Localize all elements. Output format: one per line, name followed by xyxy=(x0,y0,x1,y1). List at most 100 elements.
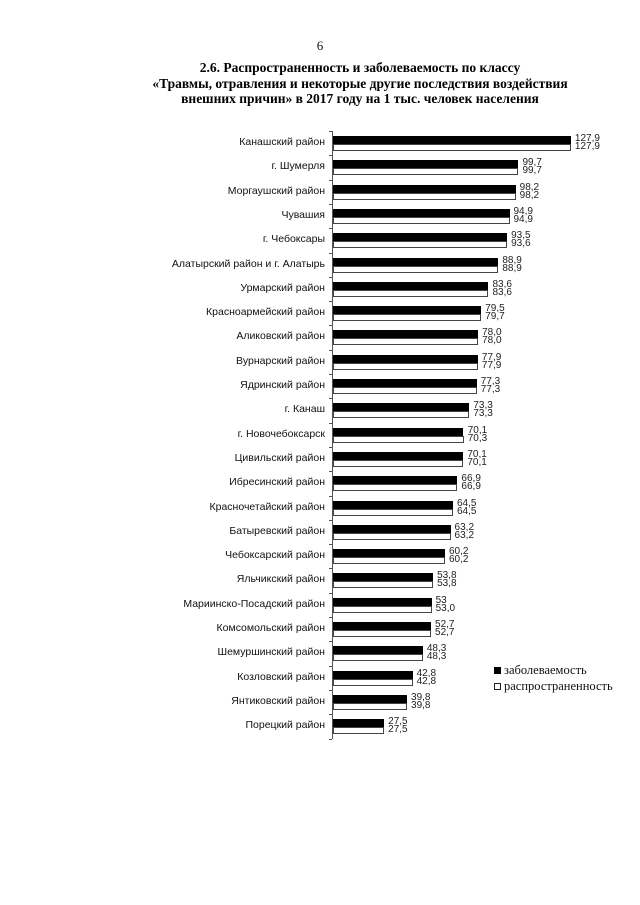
chart-row: Аликовский район 78,0 78,0 xyxy=(0,325,640,349)
value-label-prevalence: 70,3 xyxy=(467,432,488,444)
bar-incidence xyxy=(333,451,464,460)
category-label: Мариинско-Посадский район xyxy=(183,597,325,610)
chart-row: г. Шумерля 99,7 99,7 xyxy=(0,155,640,179)
axis-tick xyxy=(329,519,332,521)
bar-incidence xyxy=(333,573,434,582)
value-label-prevalence: 42,8 xyxy=(416,675,437,687)
axis-tick xyxy=(329,617,332,618)
bar-incidence xyxy=(333,379,477,387)
category-label: Урмарский район xyxy=(240,281,325,294)
axis-tick xyxy=(329,568,332,570)
value-label-prevalence: 83,6 xyxy=(492,286,512,298)
category-label: Красноармейский район xyxy=(206,306,325,319)
category-label: Чебоксарский район xyxy=(225,549,325,562)
value-label-incidence: 77,9 xyxy=(481,351,502,363)
bar-incidence xyxy=(333,136,571,144)
bar-incidence xyxy=(333,330,479,339)
value-label-incidence: 70,1 xyxy=(467,448,487,460)
value-label-prevalence: 60,2 xyxy=(448,554,469,566)
category-label: Порецкий район xyxy=(245,719,325,732)
axis-tick xyxy=(329,592,332,594)
value-label-prevalence: 39,8 xyxy=(411,699,431,711)
value-label-prevalence: 94,9 xyxy=(513,213,533,225)
bar-prevalence xyxy=(333,557,445,565)
category-label: Красночетайский район xyxy=(209,500,326,513)
category-label: Алатырский район и г. Алатырь xyxy=(171,257,325,270)
value-label-incidence: 77,3 xyxy=(480,376,501,387)
axis-tick xyxy=(329,495,332,497)
bar-prevalence xyxy=(333,435,464,443)
chart-row: г. Канаш 73,3 73,3 xyxy=(0,398,640,422)
axis-tick xyxy=(329,471,332,473)
bar-incidence xyxy=(333,208,510,217)
category-label: г. Канаш xyxy=(284,403,325,416)
value-label-incidence: 99,7 xyxy=(522,157,542,169)
bar-prevalence xyxy=(333,484,458,492)
bar-incidence xyxy=(333,622,432,630)
axis-tick xyxy=(329,301,332,303)
value-label-prevalence: 64,5 xyxy=(456,505,477,517)
chart-row: Шемуршинский район 48,3 48,3 xyxy=(0,641,640,665)
category-label: Аликовский район xyxy=(236,330,325,343)
chart-row: Чебоксарский район 60,2 60,2 xyxy=(0,544,640,568)
value-label-incidence: 98,2 xyxy=(519,181,540,193)
value-label-prevalence: 88,9 xyxy=(502,262,522,274)
chart-row: Красноармейский район 79,5 79,7 xyxy=(0,301,640,325)
bar-prevalence xyxy=(333,727,385,735)
bar-prevalence xyxy=(333,581,434,589)
category-label: Батыревский район xyxy=(229,524,325,537)
bar-incidence xyxy=(333,281,489,290)
bar-prevalence xyxy=(333,702,408,710)
value-label-prevalence: 48,3 xyxy=(426,651,447,663)
axis-tick xyxy=(329,689,332,691)
axis-tick xyxy=(329,349,332,351)
axis-tick xyxy=(329,446,332,448)
category-label: Козловский район xyxy=(237,670,325,683)
category-axis xyxy=(332,131,333,739)
bar-incidence xyxy=(333,597,432,606)
page-number: 6 xyxy=(316,38,324,53)
value-label-prevalence: 73,3 xyxy=(473,408,493,420)
value-label-prevalence: 66,9 xyxy=(461,481,481,493)
chart-row: Ядринский район 77,3 77,3 xyxy=(0,374,640,398)
bar-prevalence xyxy=(333,605,432,613)
value-label-incidence: 53 xyxy=(435,594,447,606)
value-label-prevalence: 27,5 xyxy=(388,724,408,736)
bar-prevalence xyxy=(333,459,464,467)
bar-prevalence xyxy=(333,532,451,540)
legend-swatch-white xyxy=(494,682,501,690)
bar-prevalence xyxy=(333,168,519,176)
value-label-incidence: 39,8 xyxy=(411,691,431,703)
legend-item-incidence: заболеваемость xyxy=(494,662,613,678)
bar-incidence xyxy=(333,403,470,412)
category-label: Вурнарский район xyxy=(235,354,325,367)
chart-row: Канашский район 127,9 127,9 xyxy=(0,131,640,155)
legend-label: заболеваемость xyxy=(504,662,587,677)
legend: заболеваемость распространенность xyxy=(494,662,613,694)
value-label-incidence: 78,0 xyxy=(482,327,502,339)
value-label-incidence: 73,3 xyxy=(473,400,493,412)
bar-prevalence xyxy=(333,338,479,346)
bar-prevalence xyxy=(333,654,423,662)
bar-prevalence xyxy=(333,630,432,637)
chart-row: Урмарский район 83,6 83,6 xyxy=(0,276,640,301)
axis-tick xyxy=(329,252,332,254)
category-label: Ибресинский район xyxy=(229,476,325,489)
category-label: Чувашия xyxy=(281,208,325,221)
value-label-prevalence: 77,3 xyxy=(480,384,501,395)
bar-prevalence xyxy=(333,265,499,273)
chart-row: г. Новочебоксарск 70,1 70,3 xyxy=(0,422,640,447)
value-label-incidence: 42,8 xyxy=(416,667,437,679)
chart-row: Вурнарский район 77,9 77,9 xyxy=(0,349,640,374)
category-label: Цивильский район xyxy=(234,451,325,464)
chart-row: Порецкий район 27,5 27,5 xyxy=(0,714,640,738)
bar-prevalence xyxy=(333,678,413,686)
axis-tick xyxy=(329,544,332,546)
axis-tick xyxy=(329,155,332,157)
value-label-incidence: 70,1 xyxy=(467,424,488,436)
value-label-prevalence: 77,9 xyxy=(481,359,502,371)
bar-incidence xyxy=(333,306,481,315)
bar-incidence xyxy=(333,719,385,728)
value-label-prevalence: 79,7 xyxy=(485,311,505,323)
chart-row: Красночетайский район 64,5 64,5 xyxy=(0,495,640,520)
